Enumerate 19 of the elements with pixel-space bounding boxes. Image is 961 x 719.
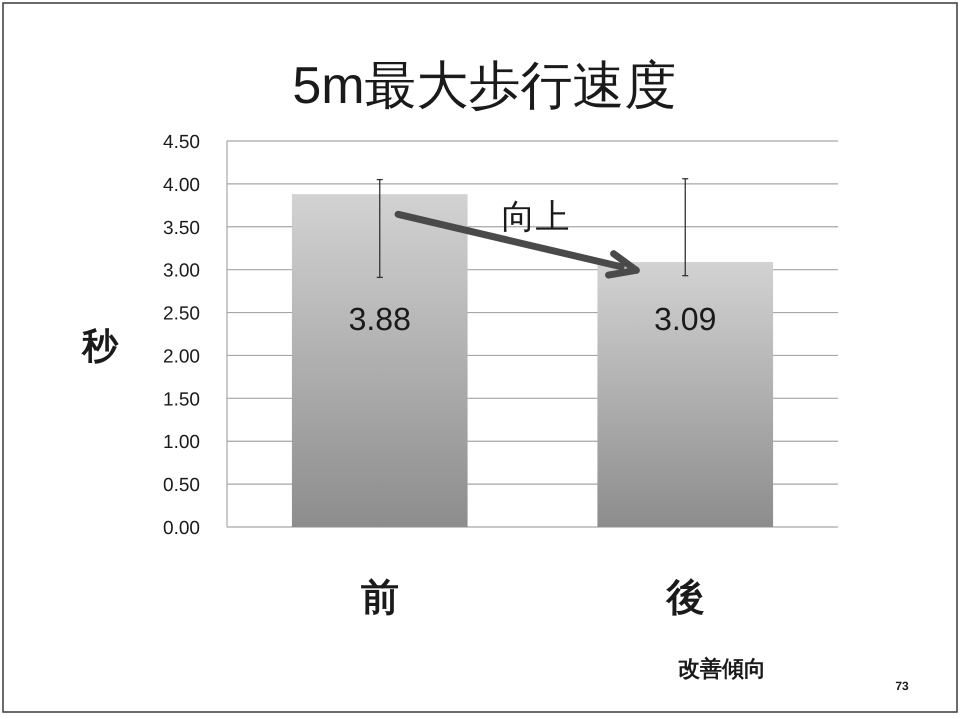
title: 5m最大歩行速度 [292,57,677,115]
annotation: 73 [895,679,909,693]
y-tick-label: 2.50 [163,304,200,325]
x-tick-label: 前 [360,577,399,619]
y-tick-label: 1.50 [163,389,200,410]
y-tick-label: 3.00 [163,260,200,282]
annotation: 改善傾向 [678,656,766,681]
ylabel: 秒 [82,325,118,366]
y-tick-label: 0.50 [163,475,200,496]
data-label: 3.88 [348,301,411,338]
annotation: 向上 [502,198,570,236]
y-tick-label: 0.00 [163,518,200,539]
x-tick-label: 後 [666,577,704,619]
y-tick-label: 1.00 [163,432,200,454]
data-label: 3.09 [654,301,716,338]
y-tick-label: 3.50 [163,218,200,239]
y-tick-label: 4.00 [163,174,200,196]
y-tick-label: 2.00 [163,346,200,368]
y-tick-label: 4.50 [163,132,200,153]
